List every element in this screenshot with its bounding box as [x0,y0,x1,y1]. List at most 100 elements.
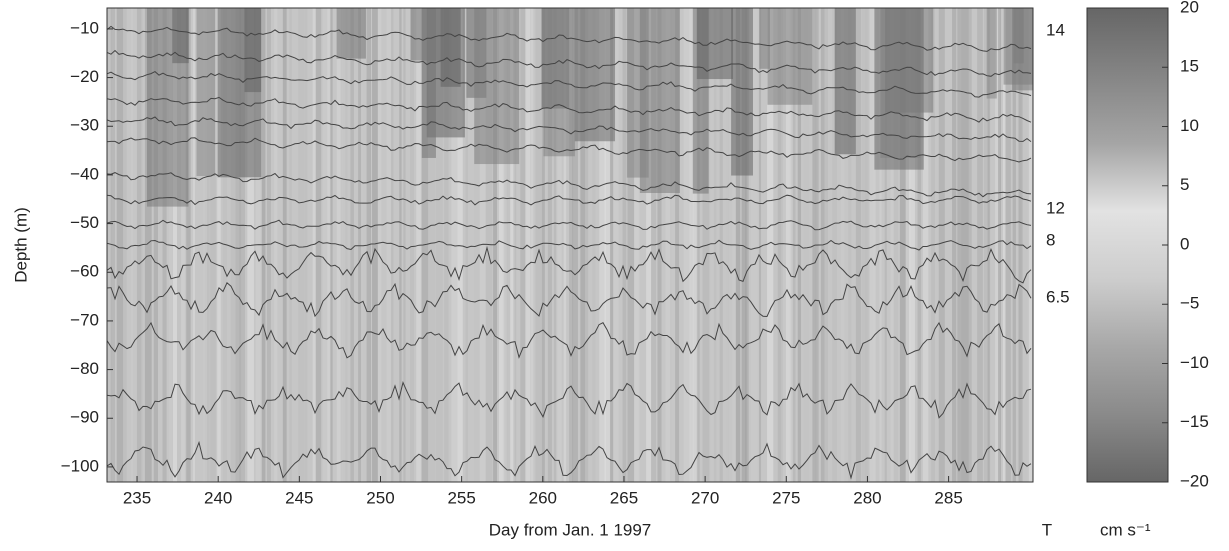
field-stripe [777,8,783,482]
field-stripe [848,8,852,482]
field-stripe [116,8,124,482]
contour-line [107,281,1032,318]
field-stripe [893,8,898,482]
field-patch [196,8,215,176]
contour-line [107,381,1032,419]
field-stripe [741,8,747,482]
field-stripe [345,8,348,482]
contour-line [107,71,1032,98]
field-stripe [884,8,887,482]
field-stripe [444,8,449,482]
field-stripe [457,8,463,482]
field-stripe [312,8,316,482]
field-stripe [282,8,287,482]
field-stripe [330,8,333,482]
field-stripe [498,8,505,482]
y-tick-label: −100 [61,456,99,475]
field-stripe [553,8,557,482]
contour-line [107,49,1032,77]
field-stripe [451,8,458,482]
x-tick-label: 265 [610,488,638,507]
x-tick-label: 275 [772,488,800,507]
plot-frame [106,7,1034,483]
field-stripe [998,8,1001,482]
field-stripe [840,8,845,482]
field-stripe [922,8,929,482]
x-tick-label: 255 [447,488,475,507]
field-stripe [634,8,640,482]
field-stripe [123,8,127,482]
field-stripe [530,8,534,482]
field-stripe [390,8,394,482]
field-stripe [785,8,791,482]
contour-label: 6.5 [1046,287,1070,306]
field-stripe [130,8,134,482]
field-patch [767,8,813,105]
contour-line [107,239,1032,251]
colorbar-tick-label: −5 [1180,294,1199,313]
field-stripe [767,8,774,482]
field-stripe [428,8,436,482]
field-patch [440,8,461,87]
field-stripe [987,8,990,482]
field-stripe [713,8,717,482]
field-stripe [745,8,749,482]
x-tick-label: 245 [285,488,313,507]
y-tick-label: −60 [70,262,99,281]
colorbar-tick-label: 0 [1180,234,1189,253]
field-stripe [665,8,671,482]
contour-line [107,321,1032,359]
field-stripe [304,8,308,482]
field-stripe [217,8,221,482]
colorbar-tick-label: 5 [1180,175,1189,194]
field-stripe [572,8,578,482]
contour-line [107,96,1032,123]
field-stripe [938,8,945,482]
field-stripe [563,8,567,482]
field-stripe [899,8,906,482]
colorbar-tick-label: −20 [1180,471,1209,490]
field-stripe [361,8,364,482]
colorbar-label: cm s⁻¹ [1100,520,1151,539]
field-stripe [206,8,210,482]
colorbar [1086,7,1169,483]
field-patch [474,8,520,165]
field-stripe [513,8,517,482]
field-stripe [322,8,330,482]
field-stripe [190,8,196,482]
field-stripe [613,8,619,482]
field-stripe [803,8,809,482]
contour-line [107,194,1032,206]
x-tick-label: 240 [204,488,232,507]
field-stripe [202,8,206,482]
field-stripe [1002,8,1005,482]
colorbar-tick-label: −10 [1180,353,1209,372]
field-stripe [832,8,837,482]
field-stripe [435,8,443,482]
field-stripe [961,8,969,482]
y-tick-label: −70 [70,310,99,329]
field-stripe [465,8,468,482]
contour-line [107,116,1032,142]
contour-label: 14 [1046,20,1065,39]
x-tick-label: 270 [691,488,719,507]
field-stripe [855,8,861,482]
field-stripe [153,8,158,482]
y-tick-label: −40 [70,164,99,183]
field-stripe [638,8,642,482]
field-stripe [510,8,515,482]
field-stripe [235,8,242,482]
contour-line [107,440,1032,480]
field-stripe [474,8,480,482]
field-patch [172,8,189,64]
x-tick-label: 280 [853,488,881,507]
field-stripe [399,8,402,482]
contour-line [107,172,1032,198]
field-stripe [327,8,331,482]
field-stripe [525,8,531,482]
field-stripe [585,8,589,482]
field-stripe [869,8,875,482]
x-tick-label: 285 [934,488,962,507]
